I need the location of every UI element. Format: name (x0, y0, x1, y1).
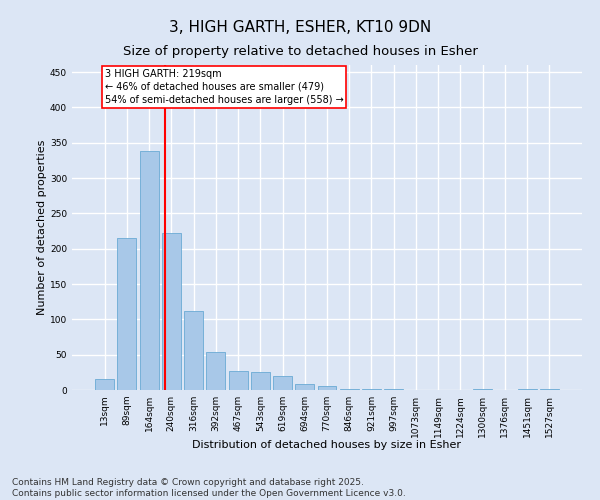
Bar (473, 388, 492, 390)
Text: Contains HM Land Registry data © Crown copyright and database right 2025.
Contai: Contains HM Land Registry data © Crown c… (12, 478, 406, 498)
Bar (162, 233, 181, 390)
Bar (273, 376, 292, 390)
Bar (206, 352, 225, 390)
Title: 3, HIGH GARTH, ESHER, KT10 9DN
Size of property relative to detached houses in E: 3, HIGH GARTH, ESHER, KT10 9DN Size of p… (0, 499, 1, 500)
Bar (540, 388, 559, 390)
X-axis label: Distribution of detached houses by size in Esher: Distribution of detached houses by size … (193, 440, 461, 450)
Bar (251, 372, 270, 390)
Bar (340, 388, 359, 390)
Text: 3 HIGH GARTH: 219sqm
← 46% of detached houses are smaller (479)
54% of semi-deta: 3 HIGH GARTH: 219sqm ← 46% of detached h… (104, 68, 343, 105)
Bar (140, 151, 158, 390)
Bar (184, 311, 203, 390)
Text: 3, HIGH GARTH, ESHER, KT10 9DN: 3, HIGH GARTH, ESHER, KT10 9DN (169, 20, 431, 35)
Text: Size of property relative to detached houses in Esher: Size of property relative to detached ho… (122, 45, 478, 58)
Bar (317, 386, 337, 390)
Y-axis label: Number of detached properties: Number of detached properties (37, 140, 47, 315)
Bar (229, 371, 248, 390)
Bar (118, 238, 136, 390)
Bar (295, 384, 314, 390)
Bar (95, 380, 114, 390)
